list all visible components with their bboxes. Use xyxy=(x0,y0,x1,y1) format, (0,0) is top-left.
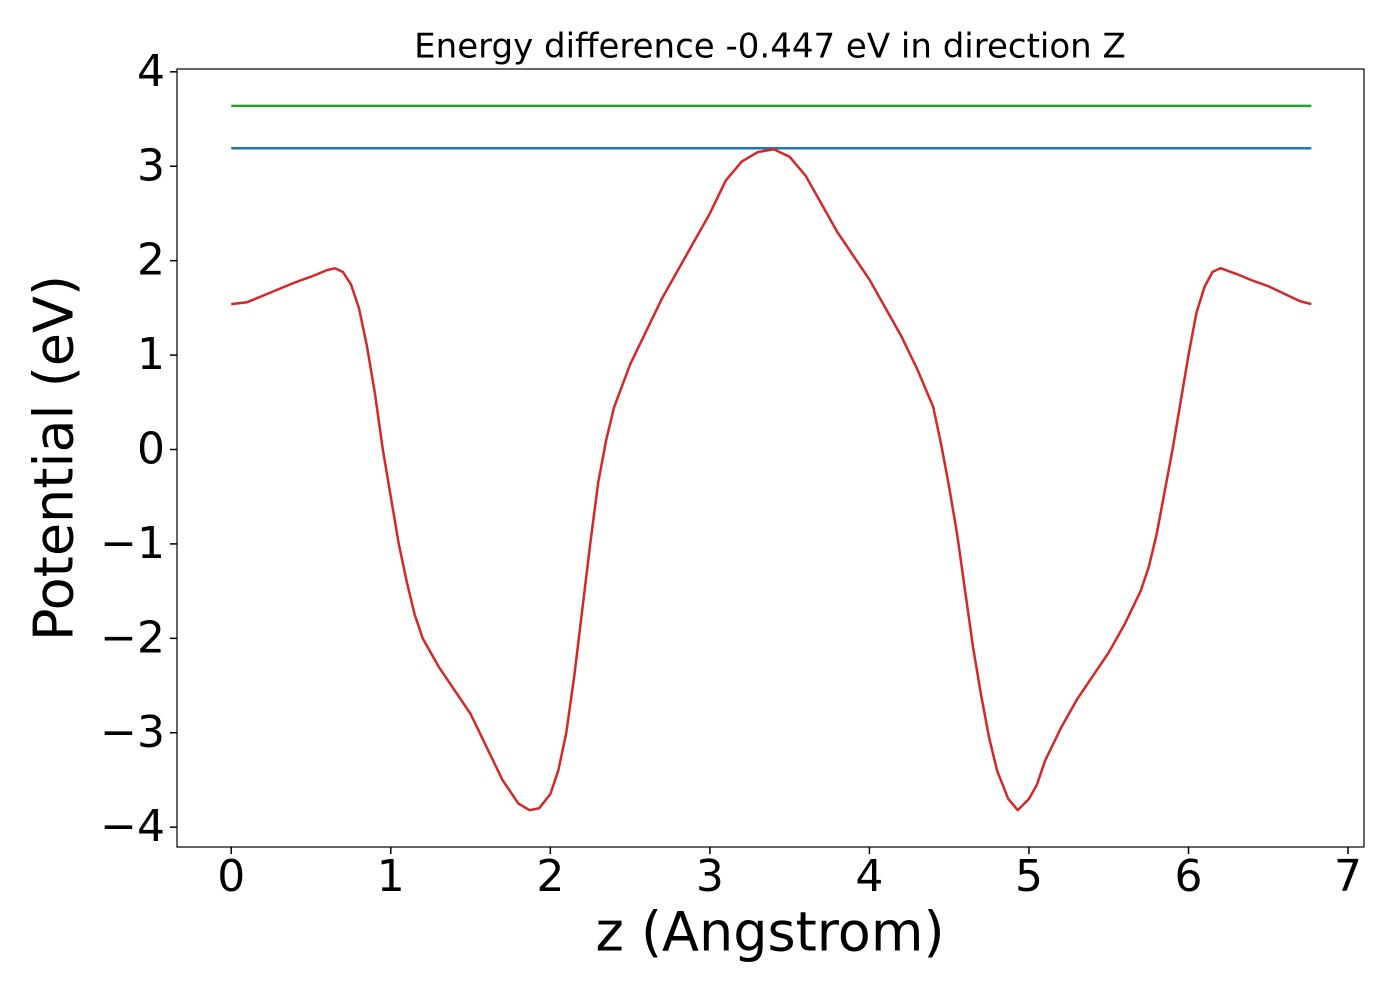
x-tick-label: 0 xyxy=(217,851,245,902)
chart-title: Energy difference -0.447 eV in direction… xyxy=(414,27,1126,67)
y-tick-label: −4 xyxy=(100,801,165,852)
y-tick-label: −2 xyxy=(100,612,165,663)
x-tick-label: 4 xyxy=(855,851,883,902)
x-tick-label: 1 xyxy=(377,851,405,902)
y-tick-label: −1 xyxy=(100,518,165,569)
y-tick-label: −3 xyxy=(100,707,165,758)
x-tick-label: 2 xyxy=(536,851,564,902)
y-tick-label: 0 xyxy=(137,424,165,475)
y-tick-label: 1 xyxy=(137,329,165,380)
x-tick-label: 5 xyxy=(1015,851,1043,902)
plot-frame xyxy=(176,68,1365,848)
y-tick-label: 4 xyxy=(137,46,165,97)
x-tick-label: 6 xyxy=(1175,851,1203,902)
y-tick-label: 2 xyxy=(137,235,165,286)
y-axis-label: Potential (eV) xyxy=(23,275,86,641)
y-tick-label: 3 xyxy=(137,140,165,191)
x-tick-label: 3 xyxy=(696,851,724,902)
x-axis-label: z (Angstrom) xyxy=(595,901,944,964)
line-series xyxy=(231,148,1312,812)
x-tick-label: 7 xyxy=(1334,851,1362,902)
